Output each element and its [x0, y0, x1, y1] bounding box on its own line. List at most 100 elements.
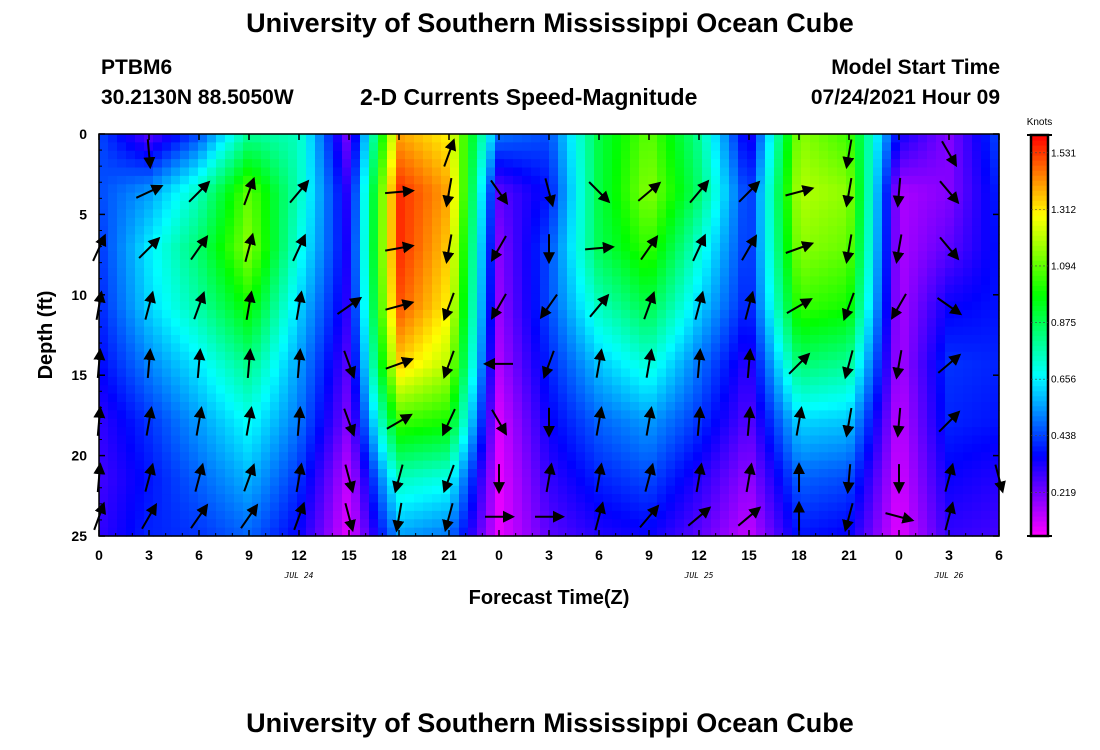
heatmap-cell: [306, 284, 316, 294]
heatmap-cell: [468, 527, 478, 537]
heatmap-cell: [549, 402, 559, 411]
heatmap-cell: [720, 175, 730, 185]
heatmap-cell: [837, 293, 847, 303]
heatmap-cell: [126, 318, 136, 328]
heatmap-cell: [468, 234, 478, 244]
current-vector-arrow: [441, 350, 455, 379]
heatmap-cell: [621, 477, 631, 487]
heatmap-cell: [954, 469, 964, 478]
heatmap-cell: [351, 318, 361, 328]
heatmap-cell: [567, 393, 577, 403]
heatmap-cell: [657, 301, 667, 311]
heatmap-cell: [171, 159, 181, 169]
heatmap-cell: [774, 268, 784, 277]
heatmap-cell: [585, 259, 595, 269]
heatmap-cell: [486, 393, 496, 403]
heatmap-cell: [459, 201, 469, 210]
current-vector-field: [92, 138, 1006, 533]
heatmap-cell: [675, 402, 685, 411]
heatmap-cell: [189, 226, 199, 236]
heatmap-cell: [288, 259, 298, 269]
heatmap-cell: [666, 217, 676, 227]
heatmap-cell: [171, 226, 181, 236]
heatmap-cell: [639, 376, 649, 386]
heatmap-cell: [720, 142, 730, 152]
heatmap-cell: [531, 335, 541, 344]
heatmap-cell: [540, 276, 550, 286]
heatmap-cell: [342, 510, 352, 520]
heatmap-cell: [153, 376, 163, 386]
heatmap-cell: [756, 150, 766, 160]
heatmap-cell: [612, 259, 622, 269]
heatmap-cell: [189, 150, 199, 160]
heatmap-cell: [774, 527, 784, 537]
heatmap-cell: [207, 201, 217, 210]
heatmap-cell: [333, 393, 343, 403]
heatmap-cell: [540, 234, 550, 244]
heatmap-cell: [882, 209, 892, 219]
heatmap-cell: [585, 443, 595, 453]
heatmap-cell: [891, 150, 901, 160]
heatmap-cell: [468, 284, 478, 294]
heatmap-cell: [270, 175, 280, 185]
heatmap-cell: [972, 309, 982, 319]
heatmap-cell: [459, 326, 469, 336]
heatmap-cell: [720, 460, 730, 470]
heatmap-cell: [828, 393, 838, 403]
heatmap-cell: [648, 159, 658, 169]
heatmap-cell: [342, 217, 352, 227]
heatmap-cell: [117, 251, 127, 261]
heatmap-cell: [315, 167, 325, 177]
heatmap-cell: [342, 226, 352, 236]
heatmap-cell: [495, 519, 505, 529]
heatmap-cell: [441, 335, 451, 344]
heatmap-cell: [666, 469, 676, 478]
heatmap-cell: [459, 134, 469, 143]
heatmap-cell: [576, 393, 586, 403]
heatmap-cell: [180, 209, 190, 219]
heatmap-cell: [261, 519, 271, 529]
heatmap-cell: [369, 485, 379, 495]
heatmap-cell: [333, 242, 343, 252]
heatmap-cell: [882, 309, 892, 319]
heatmap-cell: [126, 242, 136, 252]
heatmap-cell: [486, 343, 496, 353]
heatmap-cell: [657, 418, 667, 428]
heatmap-cell: [720, 226, 730, 236]
current-vector-arrow: [585, 241, 615, 254]
heatmap-cell: [315, 343, 325, 353]
heatmap-cell: [126, 209, 136, 219]
heatmap-cell: [603, 435, 613, 445]
current-vector-arrow: [343, 350, 357, 379]
heatmap-cell: [369, 309, 379, 319]
heatmap-cell: [936, 201, 946, 210]
heatmap-cell: [810, 510, 820, 520]
heatmap-cell: [873, 351, 883, 361]
heatmap-cell: [414, 385, 424, 395]
heatmap-cell: [504, 477, 514, 487]
heatmap-cell: [189, 175, 199, 185]
heatmap-cell: [738, 351, 748, 361]
heatmap-cell: [144, 452, 154, 462]
heatmap-cell: [558, 276, 568, 286]
heatmap-cell: [729, 527, 739, 537]
current-vector-arrow: [738, 180, 761, 203]
heatmap-cell: [639, 443, 649, 453]
heatmap-cell: [144, 435, 154, 445]
heatmap-cell: [324, 343, 334, 353]
heatmap-cell: [567, 217, 577, 227]
heatmap-cell: [891, 284, 901, 294]
heatmap-cell: [774, 376, 784, 386]
heatmap-cell: [936, 335, 946, 344]
heatmap-cell: [207, 226, 217, 236]
heatmap-cell: [450, 159, 460, 169]
heatmap-cell: [252, 368, 262, 378]
heatmap-cell: [783, 527, 793, 537]
heatmap-cell: [954, 502, 964, 512]
heatmap-cell: [252, 318, 262, 328]
heatmap-cell: [135, 226, 145, 236]
x-tick-label: 9: [645, 547, 653, 563]
heatmap-cell: [900, 385, 910, 395]
heatmap-cell: [729, 142, 739, 152]
heatmap-cell: [936, 134, 946, 143]
